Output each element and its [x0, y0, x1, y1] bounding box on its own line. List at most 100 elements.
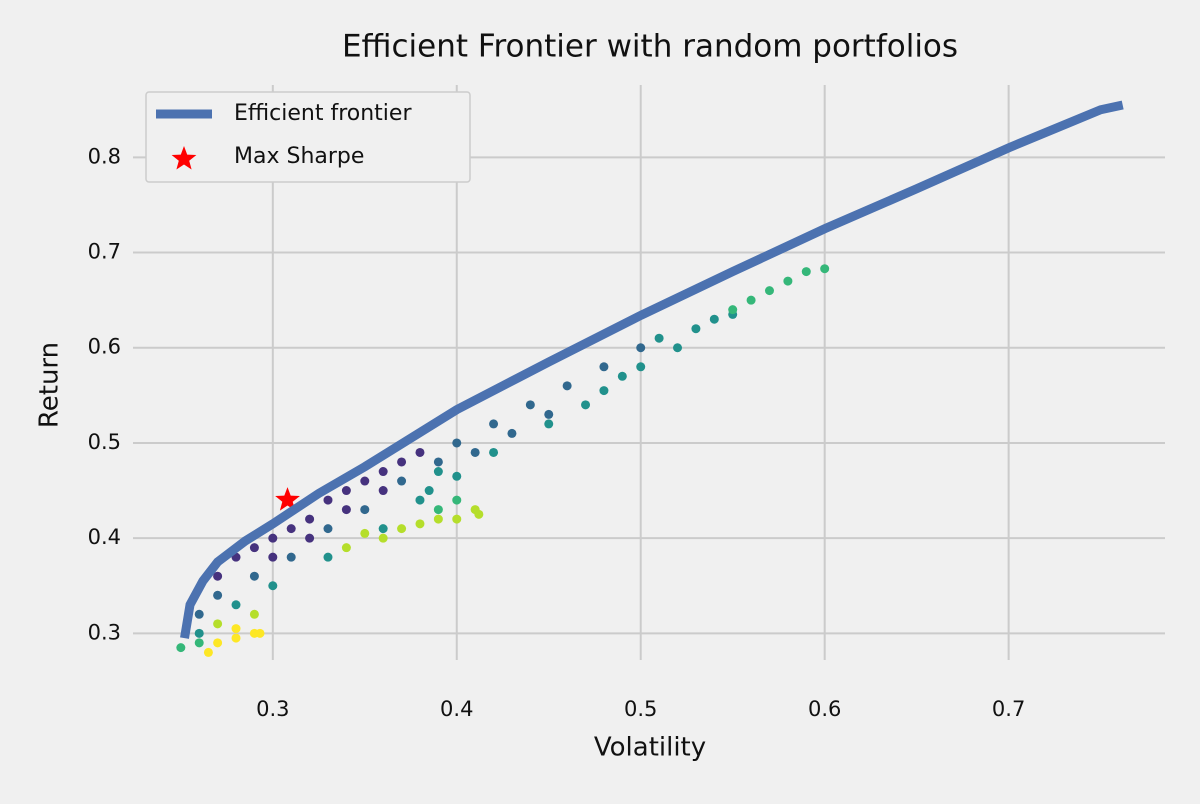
portfolio-point [378, 467, 388, 477]
portfolio-point [452, 438, 462, 448]
portfolio-point [433, 457, 443, 467]
x-tick-label: 0.5 [624, 697, 657, 721]
portfolio-point [213, 619, 223, 629]
portfolio-point [452, 471, 462, 481]
portfolio-point [599, 386, 609, 396]
y-tick-label: 0.4 [88, 525, 121, 549]
max-sharpe-marker [275, 487, 300, 511]
portfolio-point [305, 514, 315, 524]
portfolio-point [203, 647, 213, 657]
portfolio-point [415, 495, 425, 505]
portfolio-point [268, 581, 278, 591]
portfolio-point [691, 324, 701, 334]
portfolio-point [213, 571, 223, 581]
portfolio-point [286, 524, 296, 534]
portfolio-point [562, 381, 572, 391]
portfolio-point [360, 528, 370, 538]
x-tick-label: 0.7 [992, 697, 1025, 721]
grid: 0.3 0.4 0.5 0.6 0.7 0.3 0.4 0.5 0.6 0.7 0.8 [88, 85, 1165, 721]
portfolio-point [581, 400, 591, 410]
portfolio-point [764, 286, 774, 296]
portfolio-point [397, 457, 407, 467]
y-tick-label: 0.3 [88, 620, 121, 644]
portfolio-point [599, 362, 609, 372]
portfolio-point [415, 519, 425, 529]
portfolio-point [636, 343, 646, 353]
portfolio-point [801, 267, 811, 277]
portfolio-point [341, 543, 351, 553]
x-tick-label: 0.6 [808, 697, 841, 721]
legend: Efficient frontier Max Sharpe [145, 91, 471, 183]
portfolio-point [474, 509, 484, 519]
portfolio-point [525, 400, 535, 410]
y-axis-label: Return [35, 342, 65, 428]
portfolio-point [378, 486, 388, 496]
legend-box [145, 91, 471, 183]
portfolio-point [341, 486, 351, 496]
portfolio-point [249, 543, 259, 553]
portfolio-point [470, 447, 480, 457]
legend-label: Efficient frontier [234, 101, 412, 126]
portfolio-point [194, 628, 204, 638]
y-tick-label: 0.6 [88, 335, 121, 359]
portfolio-point [654, 333, 664, 343]
portfolio-point [397, 524, 407, 534]
portfolio-point [397, 476, 407, 486]
portfolio-point [424, 486, 434, 496]
chart-title: Efficient Frontier with random portfolio… [342, 29, 958, 65]
portfolio-point [415, 447, 425, 457]
portfolio-point [305, 533, 315, 543]
portfolio-point [452, 495, 462, 505]
portfolio-point [323, 524, 333, 534]
legend-swatch [171, 146, 197, 170]
x-tick-label: 0.3 [256, 697, 289, 721]
portfolio-point [360, 505, 370, 515]
x-tick-label: 0.4 [440, 697, 473, 721]
portfolio-point [433, 514, 443, 524]
portfolio-point [783, 276, 793, 286]
portfolio-point [255, 628, 265, 638]
portfolio-point [268, 552, 278, 562]
portfolio-point [360, 476, 370, 486]
portfolio-point [433, 467, 443, 477]
portfolio-point [452, 514, 462, 524]
y-tick-label: 0.8 [88, 144, 121, 168]
portfolio-point [728, 305, 738, 315]
portfolio-point [323, 552, 333, 562]
portfolio-point [176, 643, 186, 653]
portfolio-point [286, 552, 296, 562]
frontier-line [180, 100, 1124, 639]
legend-label: Max Sharpe [234, 144, 364, 169]
portfolio-point [231, 600, 241, 610]
portfolio-point [433, 505, 443, 515]
portfolio-point [489, 447, 499, 457]
plot-area [176, 100, 1124, 657]
portfolio-point [194, 609, 204, 619]
portfolio-point [231, 633, 241, 643]
portfolio-point [268, 533, 278, 543]
portfolio-point [489, 419, 499, 429]
portfolio-point [341, 505, 351, 515]
portfolio-point [544, 409, 554, 419]
portfolio-point [194, 638, 204, 648]
portfolio-point [213, 638, 223, 648]
portfolio-point [323, 495, 333, 505]
portfolio-point [213, 590, 223, 600]
portfolio-point [231, 624, 241, 634]
portfolio-point [544, 419, 554, 429]
portfolio-point [673, 343, 683, 353]
portfolio-point [507, 428, 517, 438]
portfolio-point [746, 295, 756, 305]
portfolio-point [636, 362, 646, 372]
portfolio-point [617, 371, 627, 381]
portfolio-point [378, 533, 388, 543]
portfolio-point [378, 524, 388, 534]
portfolio-point [820, 264, 830, 274]
portfolio-point [709, 314, 719, 324]
portfolio-point [249, 609, 259, 619]
y-tick-label: 0.7 [88, 240, 121, 264]
x-axis-label: Volatility [594, 733, 706, 763]
portfolio-point [249, 571, 259, 581]
